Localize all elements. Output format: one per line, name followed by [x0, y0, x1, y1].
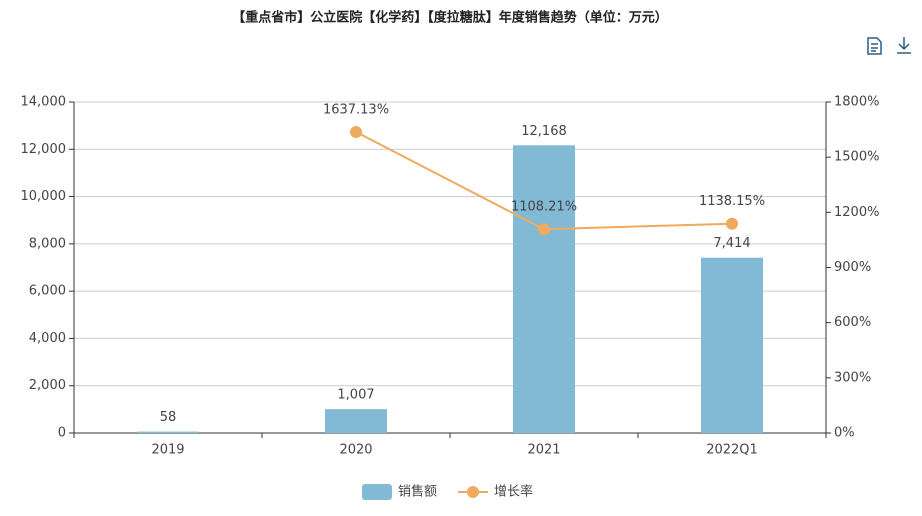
bar-value-label: 7,414: [713, 236, 750, 251]
line-marker: [726, 217, 738, 230]
data-view-icon[interactable]: [867, 37, 882, 55]
x-tick-label: 2021: [527, 443, 560, 458]
y2-tick-label: 1500%: [834, 150, 879, 165]
x-tick-label: 2020: [339, 443, 372, 458]
line-marker: [538, 223, 550, 236]
bar: [325, 409, 387, 433]
legend-label: 销售额: [398, 484, 437, 500]
y2-tick-label: 900%: [834, 260, 871, 275]
y2-tick-label: 1800%: [834, 95, 879, 110]
y-tick-label: 0: [58, 426, 66, 441]
y-tick-label: 14,000: [21, 95, 67, 110]
download-icon[interactable]: [897, 37, 911, 54]
legend-swatch: [467, 486, 479, 498]
y-tick-label: 2,000: [29, 378, 66, 393]
bar: [137, 431, 199, 433]
line-marker: [350, 125, 362, 138]
chart-title: 【重点省市】公立医院【化学药】【度拉糖肽】年度销售趋势（单位：万元）: [232, 10, 668, 26]
y2-tick-label: 0%: [834, 426, 855, 441]
y-tick-label: 4,000: [29, 331, 66, 346]
legend-label: 增长率: [494, 484, 533, 500]
x-tick-label: 2022Q1: [706, 443, 758, 458]
x-tick-label: 2019: [151, 443, 184, 458]
y-tick-label: 6,000: [29, 284, 66, 299]
y-tick-label: 12,000: [21, 142, 67, 157]
legend-swatch: [362, 484, 392, 500]
y2-tick-label: 300%: [834, 370, 871, 385]
line-value-label: 1138.15%: [699, 194, 765, 209]
y2-tick-label: 1200%: [834, 205, 879, 220]
y2-tick-label: 600%: [834, 315, 871, 330]
bar-value-label: 1,007: [337, 388, 374, 403]
bar: [701, 257, 763, 433]
bar-value-label: 12,168: [521, 124, 567, 139]
line-value-label: 1637.13%: [323, 102, 389, 117]
line-value-label: 1108.21%: [511, 200, 577, 215]
bar: [513, 145, 575, 433]
y-tick-label: 10,000: [21, 189, 67, 204]
bar-value-label: 58: [160, 410, 177, 425]
y-tick-label: 8,000: [29, 236, 66, 251]
